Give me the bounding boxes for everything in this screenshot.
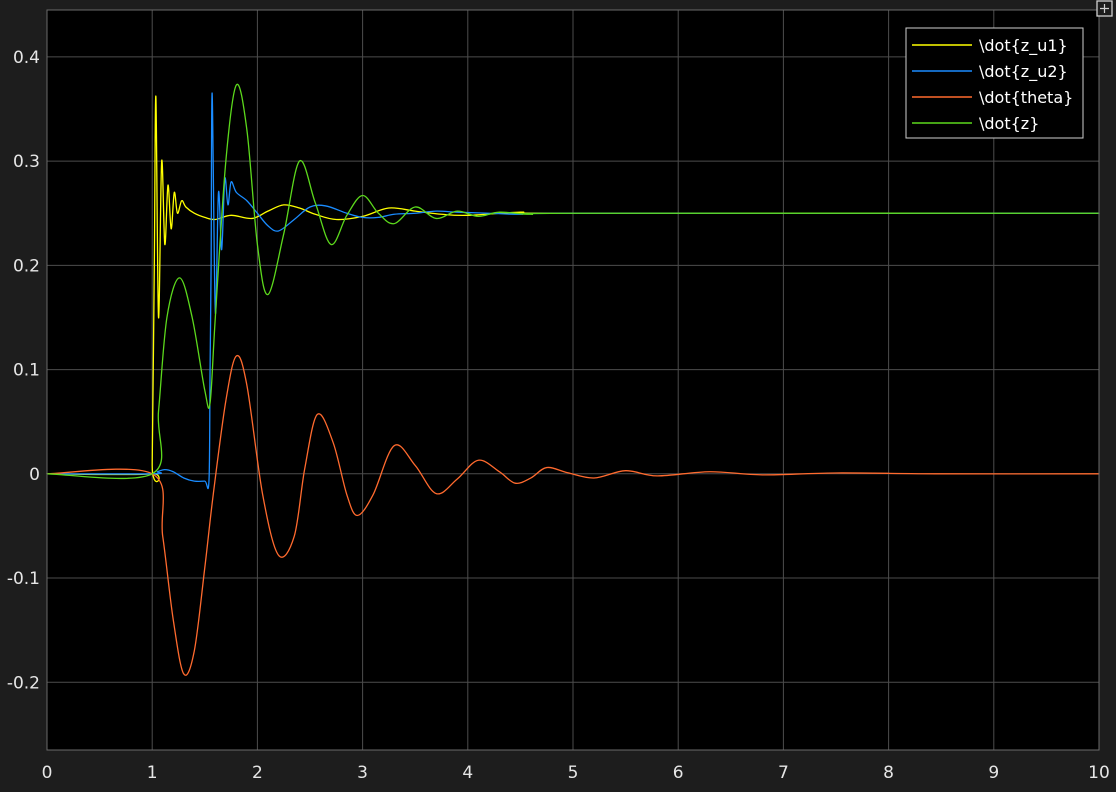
x-tick-label: 10 — [1088, 763, 1110, 783]
y-axis: 0.4 0.3 0.2 0.1 0 -0.1 -0.2 — [7, 48, 40, 693]
x-tick-label: 8 — [883, 763, 894, 783]
y-tick-label: 0 — [29, 465, 40, 485]
legend[interactable]: \dot{z_u1} \dot{z_u2} \dot{theta} \dot{z… — [905, 27, 1084, 139]
x-tick-label: 1 — [147, 763, 158, 783]
series-lines — [46, 83, 1100, 676]
x-tick-label: 2 — [252, 763, 263, 783]
y-tick-label: -0.2 — [7, 673, 40, 693]
y-tick-label: 0.3 — [13, 152, 40, 172]
x-tick-label: 0 — [42, 763, 53, 783]
series-line-dot-z-u2 — [46, 92, 1100, 490]
x-tick-label: 3 — [357, 763, 368, 783]
x-tick-label: 7 — [778, 763, 789, 783]
y-tick-label: -0.1 — [7, 569, 40, 589]
y-tick-label: 0.4 — [13, 48, 40, 68]
y-tick-label: 0.1 — [13, 361, 40, 381]
series-line-dot-z-u1 — [46, 95, 1100, 483]
y-tick-label: 0.2 — [13, 256, 40, 276]
x-tick-label: 4 — [462, 763, 473, 783]
legend-label-z: \dot{z} — [979, 114, 1039, 133]
legend-label-z-u1: \dot{z_u1} — [979, 36, 1068, 56]
series-line-dot-theta — [46, 354, 1100, 676]
series-line-dot-z — [46, 83, 1100, 480]
legend-box — [905, 27, 1084, 139]
plot-border — [46, 9, 1100, 751]
legend-label-z-u2: \dot{z_u2} — [979, 62, 1068, 82]
axes-toolbar-icon[interactable] — [1096, 0, 1113, 17]
x-tick-label: 5 — [568, 763, 579, 783]
legend-label-theta: \dot{theta} — [979, 88, 1073, 107]
x-tick-label: 9 — [988, 763, 999, 783]
x-axis: 0 1 2 3 4 5 6 7 8 9 10 — [42, 763, 1110, 783]
grid — [47, 10, 1099, 750]
x-tick-label: 6 — [673, 763, 684, 783]
